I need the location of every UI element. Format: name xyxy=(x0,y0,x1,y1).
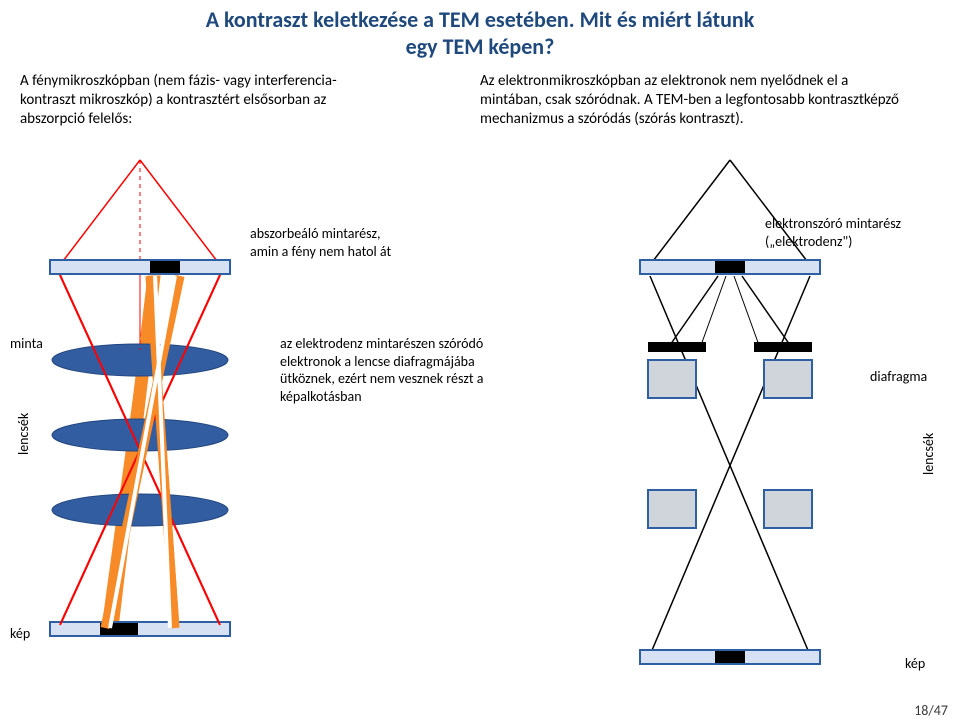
aperture-right xyxy=(754,342,812,352)
aperture-left xyxy=(648,342,706,352)
lens-right-2R xyxy=(764,490,812,528)
scatter-piece-right xyxy=(715,261,745,273)
lens-right-1L xyxy=(648,360,696,398)
lens-right-2L xyxy=(648,490,696,528)
right-diagram xyxy=(0,0,960,727)
lens-right-1R xyxy=(764,360,812,398)
image-dark-right xyxy=(715,651,745,663)
